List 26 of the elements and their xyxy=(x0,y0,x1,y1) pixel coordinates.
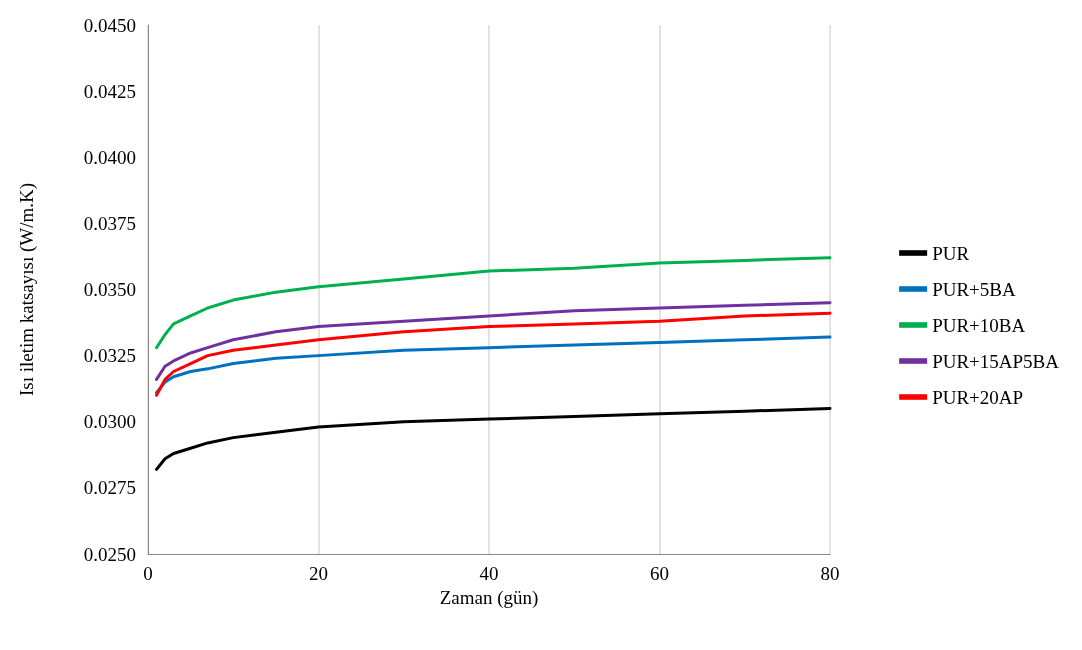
x-tick-label: 20 xyxy=(309,563,328,584)
y-tick-label: 0.0325 xyxy=(83,345,136,367)
legend-label: PUR+10BA xyxy=(932,314,1026,336)
x-axis-title: Zaman (gün) xyxy=(439,587,539,609)
legend-label: PUR xyxy=(932,242,970,264)
x-tick-label: 80 xyxy=(820,563,840,584)
line-series xyxy=(155,311,832,397)
line-series xyxy=(155,407,832,471)
legend-label: PUR+20AP xyxy=(932,386,1024,408)
y-tick-label: 0.0425 xyxy=(83,80,136,102)
legend-label: PUR+5BA xyxy=(932,278,1016,300)
x-tick-label: 60 xyxy=(650,563,669,584)
y-tick-label: 0.0375 xyxy=(83,212,136,234)
x-tick-label: 0 xyxy=(143,563,153,584)
y-axis-title: Isı iletim katsayısı (W/m.K) xyxy=(16,182,38,397)
line-series xyxy=(155,335,832,395)
x-tick-label: 40 xyxy=(479,563,499,584)
y-tick-label: 0.0400 xyxy=(83,146,136,168)
y-tick-label: 0.0350 xyxy=(83,279,136,300)
y-tick-label: 0.0250 xyxy=(83,543,136,565)
y-tick-label: 0.0450 xyxy=(83,14,136,36)
line-series xyxy=(155,256,832,350)
y-tick-label: 0.0300 xyxy=(83,411,136,433)
legend-label: PUR+15AP5BA xyxy=(932,350,1060,372)
y-tick-label: 0.0275 xyxy=(83,477,136,499)
line-series xyxy=(155,301,832,381)
